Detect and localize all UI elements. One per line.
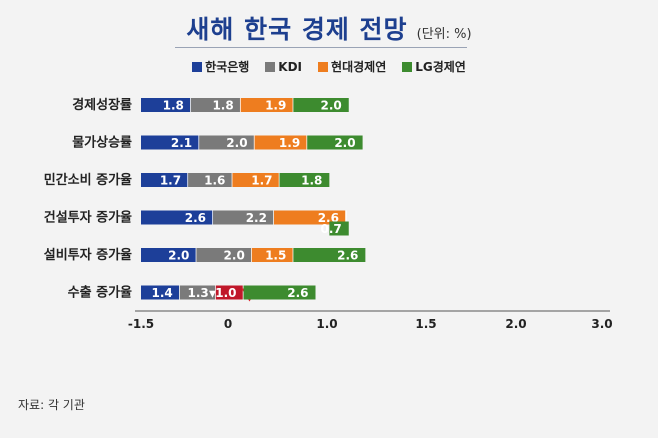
- bar-segment: [254, 135, 308, 150]
- bar-segment: [273, 210, 346, 225]
- bar-value-label: 2.0: [226, 136, 247, 150]
- x-tick-label: 1.0: [316, 317, 337, 331]
- bar-value-label: 2.6: [337, 249, 358, 263]
- bar-segment: [293, 98, 349, 112]
- x-tick-label: 3.0: [591, 317, 612, 331]
- bar-value-label: 1.5: [265, 249, 286, 263]
- bar-value-label: 1.9: [265, 99, 286, 113]
- bar-segment: [190, 98, 241, 112]
- bar-segment: [199, 135, 255, 150]
- legend-item-bok: 한국은행: [192, 58, 249, 75]
- bar-segment: [240, 98, 294, 112]
- chart-title: 새해 한국 경제 전망: [186, 15, 408, 44]
- bar-segment: [232, 173, 280, 187]
- legend-item-hri: 현대경제연: [318, 58, 386, 75]
- bar-value-label: 1.8: [212, 99, 233, 113]
- legend-label: 한국은행: [205, 60, 250, 74]
- bar-segment: [141, 210, 214, 225]
- bar-segment: [196, 248, 252, 262]
- category-label: 설비투자 증가율: [44, 247, 132, 263]
- bar-value-label: 2.0: [320, 99, 341, 113]
- unit-label: (단위: %): [416, 27, 472, 42]
- bar-segment: [141, 248, 197, 262]
- x-tick-label: -1.5: [128, 317, 154, 331]
- bar-value-label: 1.9: [279, 136, 300, 150]
- bar-value-label: 2.2: [246, 211, 267, 225]
- bar-value-label: 2.6: [185, 211, 206, 225]
- bar-segment: [279, 173, 330, 187]
- legend-item-lgeri: LG경제연: [402, 58, 466, 75]
- legend-label: 현대경제연: [331, 60, 387, 74]
- legend-item-kdi: KDI: [265, 58, 302, 75]
- bar-value-label: 0.7: [320, 222, 341, 236]
- bar-segment: [188, 173, 233, 187]
- legend-label: KDI: [278, 59, 303, 74]
- bar-segment: [293, 248, 366, 262]
- bar-segment: [141, 285, 180, 300]
- bar-segment: [307, 135, 363, 150]
- title-divider: [175, 47, 467, 48]
- bar-segment: [141, 173, 189, 187]
- bar-segment: [251, 248, 294, 262]
- legend-label: LG경제연: [415, 60, 466, 74]
- bar-value-label: 2.0: [224, 249, 245, 263]
- legend: 한국은행 KDI 현대경제연 LG경제연: [0, 58, 658, 75]
- category-label: 수출 증가율: [68, 285, 132, 301]
- highlight-small-arrow-icon: ▼: [209, 290, 216, 300]
- x-tick-label: 1.5: [415, 317, 436, 331]
- bar-value-label: 1.8: [163, 99, 184, 113]
- bar-value-label: 1.0: [215, 286, 236, 300]
- legend-swatch: [265, 61, 276, 72]
- category-label: 민간소비 증가율: [44, 172, 132, 188]
- bar-segment: [141, 98, 191, 112]
- category-label: 건설투자 증가율: [44, 210, 132, 226]
- chart-header: 새해 한국 경제 전망 (단위: %): [0, 10, 658, 46]
- bar-value-label: 2.6: [287, 286, 308, 300]
- bar-value-label: 1.6: [204, 174, 225, 188]
- bar-value-label: 1.4: [152, 286, 173, 300]
- bar-segment: [213, 210, 274, 225]
- category-label: 물가상승률: [72, 136, 132, 151]
- category-label: 경제성장률: [72, 97, 132, 113]
- bar-value-label: 1.8: [301, 174, 322, 188]
- bar-segment: [329, 221, 349, 236]
- source-note: 자료: 각 기관: [18, 398, 85, 412]
- legend-swatch: [318, 61, 329, 72]
- bar-value-label: 2.0: [334, 136, 355, 150]
- bar-value-label: 1.7: [251, 174, 272, 188]
- legend-swatch: [402, 61, 413, 72]
- bar-segment: [215, 285, 244, 300]
- bar-value-label: 2.0: [168, 249, 189, 263]
- bar-value-label: 2.1: [171, 136, 192, 150]
- bar-value-label: 1.7: [160, 174, 181, 188]
- bar-segment: [243, 285, 316, 300]
- x-tick-label: 0: [224, 317, 232, 331]
- legend-swatch: [192, 61, 203, 72]
- x-tick-label: 2.0: [505, 317, 526, 331]
- bar-value-label: 1.3: [188, 286, 209, 300]
- bar-segment: [141, 135, 200, 150]
- bar-segment: [179, 285, 216, 300]
